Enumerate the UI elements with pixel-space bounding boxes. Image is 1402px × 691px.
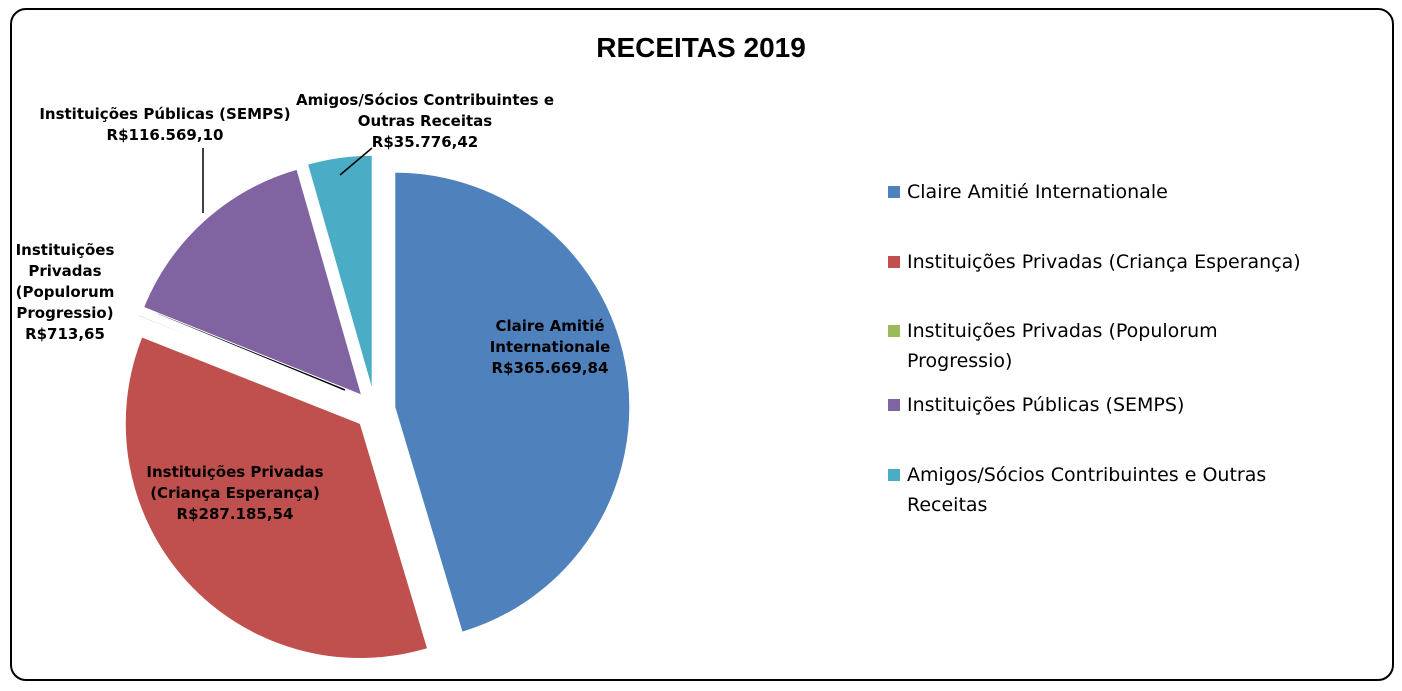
pie-slice xyxy=(137,314,357,404)
legend-swatch xyxy=(888,325,900,337)
legend-swatch xyxy=(888,186,900,198)
data-label-value: R$365.669,84 xyxy=(491,359,609,377)
legend-item: Instituições Privadas (Criança Esperança… xyxy=(888,247,1308,277)
legend-label: Instituições Privadas (Criança Esperança… xyxy=(907,251,1301,273)
data-label: Instituições Públicas (SEMPS) R$116.569,1… xyxy=(35,104,295,146)
legend-swatch xyxy=(888,399,900,411)
data-label-value: R$713,65 xyxy=(25,325,105,343)
data-label-name: Instituições Públicas (SEMPS) xyxy=(39,105,291,123)
data-label-value: R$287.185,54 xyxy=(176,505,294,523)
data-label-value: R$116.569,10 xyxy=(106,126,224,144)
legend-label: Instituições Públicas (SEMPS) xyxy=(907,394,1185,416)
data-label: Claire Amitié Internationale R$365.669,84 xyxy=(480,316,620,379)
data-label-value: R$35.776,42 xyxy=(371,133,479,151)
pie-slice xyxy=(124,336,429,659)
chart-frame xyxy=(10,8,1394,681)
leader-line xyxy=(339,147,373,176)
legend-item: Claire Amitié Internationale xyxy=(888,177,1308,207)
data-label: Instituições Privadas (Criança Esperança… xyxy=(120,462,350,525)
data-label-name: Claire Amitié Internationale xyxy=(489,317,611,356)
data-label: Instituições Privadas (Populorum Progres… xyxy=(10,240,120,345)
legend-swatch xyxy=(888,469,900,481)
pie-slice xyxy=(394,171,631,633)
data-label: Amigos/Sócios Contribuintes e Outras Rec… xyxy=(285,90,565,153)
pie-slice xyxy=(306,154,373,391)
data-label-name: Instituições Privadas (Populorum Progres… xyxy=(15,241,115,322)
legend-label: Amigos/Sócios Contribuintes e Outras Rec… xyxy=(907,464,1267,516)
legend-label: Instituições Privadas (Populorum Progres… xyxy=(907,320,1218,372)
data-label-name: Instituições Privadas (Criança Esperança… xyxy=(146,463,324,502)
legend-swatch xyxy=(888,256,900,268)
legend-item: Instituições Privadas (Populorum Progres… xyxy=(888,316,1308,376)
legend-label: Claire Amitié Internationale xyxy=(907,181,1168,203)
pie-slice xyxy=(142,168,363,396)
legend-item: Amigos/Sócios Contribuintes e Outras Rec… xyxy=(888,460,1308,520)
chart-title: RECEITAS 2019 xyxy=(596,32,806,63)
legend-item: Instituições Públicas (SEMPS) xyxy=(888,390,1308,420)
data-label-name: Amigos/Sócios Contribuintes e Outras Rec… xyxy=(295,91,555,130)
